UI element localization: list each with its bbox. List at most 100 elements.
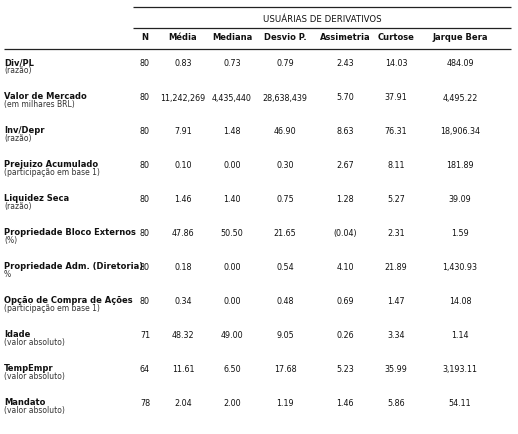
Text: 4.10: 4.10	[336, 263, 354, 272]
Text: 35.99: 35.99	[384, 365, 408, 374]
Text: 1,430.93: 1,430.93	[442, 263, 478, 272]
Text: 2.00: 2.00	[223, 398, 241, 408]
Text: 80: 80	[140, 127, 150, 136]
Text: Valor de Mercado: Valor de Mercado	[4, 92, 87, 101]
Text: 0.79: 0.79	[276, 59, 294, 68]
Text: 2.43: 2.43	[336, 59, 354, 68]
Text: 71: 71	[140, 331, 150, 340]
Text: 0.69: 0.69	[336, 297, 354, 306]
Text: (razão): (razão)	[4, 134, 32, 143]
Text: 11.61: 11.61	[172, 365, 194, 374]
Text: 5.23: 5.23	[336, 365, 354, 374]
Text: (em milhares BRL): (em milhares BRL)	[4, 100, 75, 109]
Text: USUÁRIAS DE DERIVATIVOS: USUÁRIAS DE DERIVATIVOS	[263, 15, 381, 24]
Text: Inv/Depr: Inv/Depr	[4, 126, 45, 135]
Text: TempEmpr: TempEmpr	[4, 363, 54, 372]
Text: 0.54: 0.54	[276, 263, 294, 272]
Text: 2.04: 2.04	[174, 398, 192, 408]
Text: (participação em base 1): (participação em base 1)	[4, 303, 100, 312]
Text: 0.00: 0.00	[223, 161, 241, 170]
Text: 11,242,269: 11,242,269	[161, 93, 206, 102]
Text: 1.40: 1.40	[223, 195, 241, 204]
Text: 0.48: 0.48	[276, 297, 294, 306]
Text: (razão): (razão)	[4, 201, 32, 210]
Text: 48.32: 48.32	[171, 331, 194, 340]
Text: (valor absoluto): (valor absoluto)	[4, 371, 65, 380]
Text: Desvio P.: Desvio P.	[264, 33, 306, 42]
Text: Opção de Compra de Ações: Opção de Compra de Ações	[4, 295, 133, 304]
Text: Propriedade Bloco Externos: Propriedade Bloco Externos	[4, 227, 136, 237]
Text: 9.05: 9.05	[276, 331, 294, 340]
Text: Mediana: Mediana	[212, 33, 252, 42]
Text: 14.08: 14.08	[449, 297, 471, 306]
Text: 0.30: 0.30	[276, 161, 294, 170]
Text: (valor absoluto): (valor absoluto)	[4, 405, 65, 414]
Text: 80: 80	[140, 59, 150, 68]
Text: 4,495.22: 4,495.22	[442, 93, 478, 102]
Text: 0.00: 0.00	[223, 297, 241, 306]
Text: 0.10: 0.10	[174, 161, 192, 170]
Text: 21.65: 21.65	[274, 229, 296, 238]
Text: Prejuizo Acumulado: Prejuizo Acumulado	[4, 160, 98, 169]
Text: 37.91: 37.91	[385, 93, 407, 102]
Text: 80: 80	[140, 93, 150, 102]
Text: 17.68: 17.68	[274, 365, 296, 374]
Text: 64: 64	[140, 365, 150, 374]
Text: 80: 80	[140, 263, 150, 272]
Text: 1.59: 1.59	[451, 229, 469, 238]
Text: 49.00: 49.00	[221, 331, 243, 340]
Text: 1.14: 1.14	[451, 331, 469, 340]
Text: 2.67: 2.67	[336, 161, 354, 170]
Text: 7.91: 7.91	[174, 127, 192, 136]
Text: 0.26: 0.26	[336, 331, 354, 340]
Text: Média: Média	[169, 33, 197, 42]
Text: 8.11: 8.11	[387, 161, 405, 170]
Text: 14.03: 14.03	[385, 59, 407, 68]
Text: N: N	[141, 33, 149, 42]
Text: 47.86: 47.86	[171, 229, 194, 238]
Text: (razão): (razão)	[4, 66, 32, 75]
Text: 5.27: 5.27	[387, 195, 405, 204]
Text: Div/PL: Div/PL	[4, 58, 34, 67]
Text: 0.73: 0.73	[223, 59, 241, 68]
Text: 28,638,439: 28,638,439	[263, 93, 308, 102]
Text: 18,906.34: 18,906.34	[440, 127, 480, 136]
Text: 80: 80	[140, 229, 150, 238]
Text: (valor absoluto): (valor absoluto)	[4, 337, 65, 346]
Text: 50.50: 50.50	[221, 229, 243, 238]
Text: %: %	[4, 270, 11, 278]
Text: 1.48: 1.48	[223, 127, 241, 136]
Text: 80: 80	[140, 161, 150, 170]
Text: 0.83: 0.83	[174, 59, 192, 68]
Text: 54.11: 54.11	[449, 398, 471, 408]
Text: 484.09: 484.09	[446, 59, 474, 68]
Text: 3,193.11: 3,193.11	[442, 365, 478, 374]
Text: Curtose: Curtose	[378, 33, 414, 42]
Text: 1.46: 1.46	[174, 195, 192, 204]
Text: 80: 80	[140, 195, 150, 204]
Text: 76.31: 76.31	[385, 127, 407, 136]
Text: 181.89: 181.89	[446, 161, 474, 170]
Text: Idade: Idade	[4, 329, 31, 338]
Text: 6.50: 6.50	[223, 365, 241, 374]
Text: 3.34: 3.34	[387, 331, 405, 340]
Text: 5.86: 5.86	[387, 398, 405, 408]
Text: Liquidez Seca: Liquidez Seca	[4, 194, 69, 203]
Text: 0.00: 0.00	[223, 263, 241, 272]
Text: (participação em base 1): (participação em base 1)	[4, 168, 100, 177]
Text: 0.75: 0.75	[276, 195, 294, 204]
Text: 80: 80	[140, 297, 150, 306]
Text: 1.19: 1.19	[276, 398, 294, 408]
Text: 2.31: 2.31	[387, 229, 405, 238]
Text: 46.90: 46.90	[274, 127, 296, 136]
Text: 21.89: 21.89	[385, 263, 407, 272]
Text: 0.34: 0.34	[174, 297, 192, 306]
Text: Jarque Bera: Jarque Bera	[432, 33, 488, 42]
Text: 78: 78	[140, 398, 150, 408]
Text: 1.47: 1.47	[387, 297, 405, 306]
Text: 4,435,440: 4,435,440	[212, 93, 252, 102]
Text: (0.04): (0.04)	[333, 229, 357, 238]
Text: 8.63: 8.63	[336, 127, 354, 136]
Text: 1.28: 1.28	[336, 195, 354, 204]
Text: 39.09: 39.09	[449, 195, 471, 204]
